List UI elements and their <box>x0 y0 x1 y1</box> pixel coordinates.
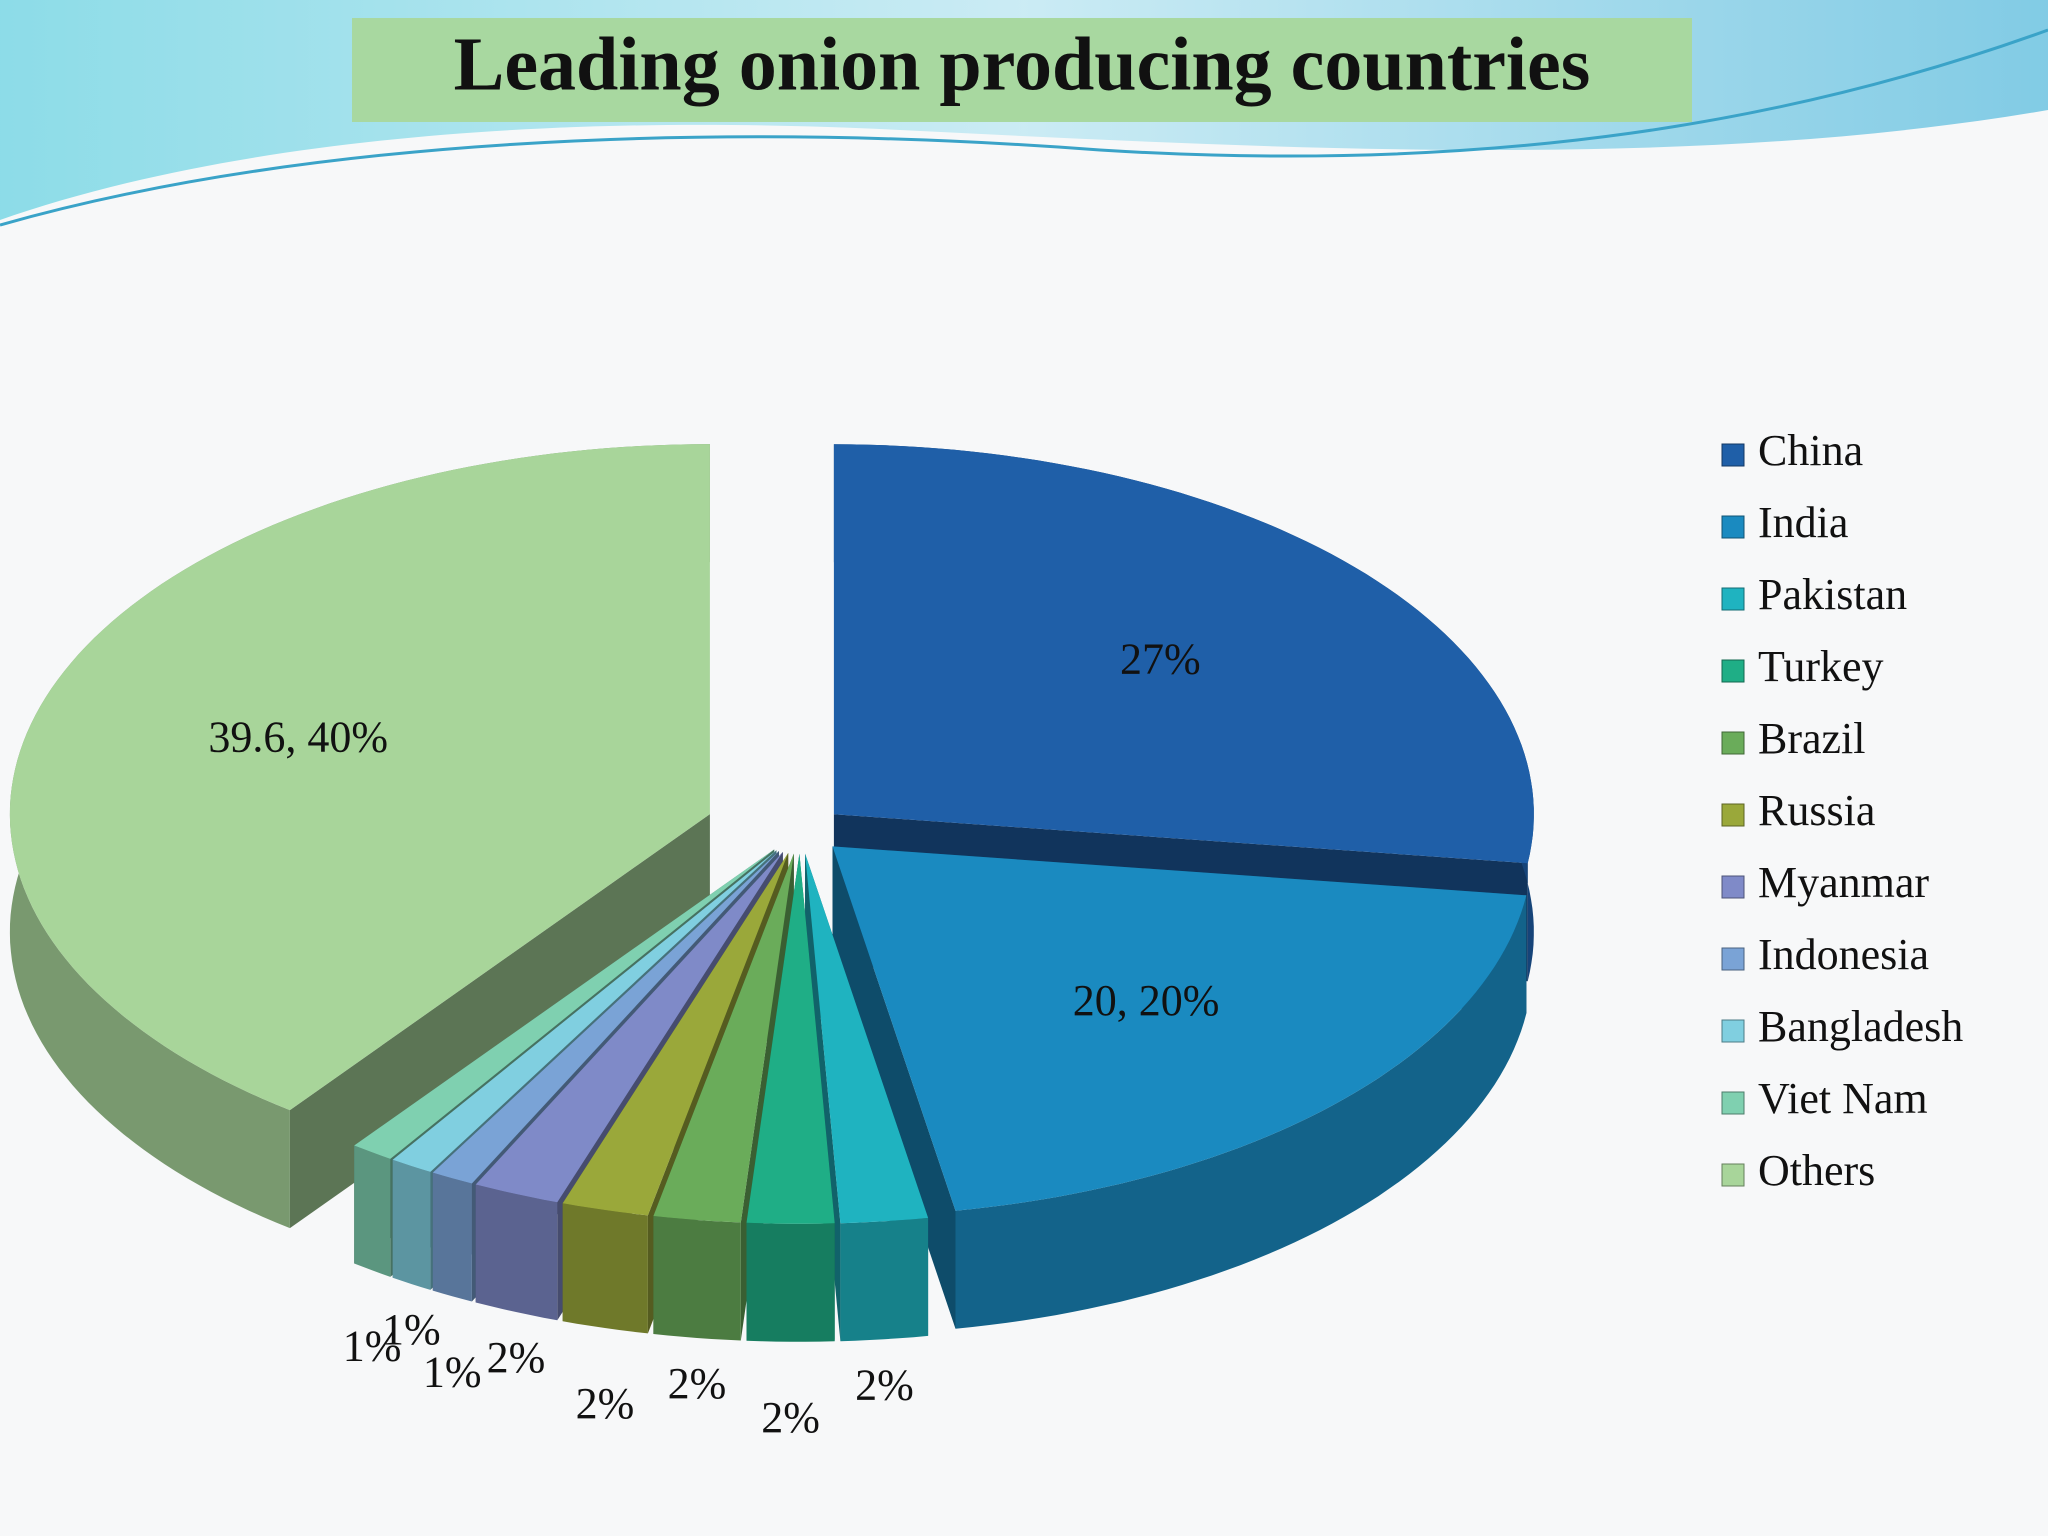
data-label: 2% <box>576 1379 635 1428</box>
data-label: 1% <box>423 1347 482 1396</box>
data-label: 2% <box>668 1359 727 1408</box>
data-label: 20, 20% <box>1073 976 1220 1025</box>
slice <box>9 444 710 1111</box>
legend-swatch <box>1721 1091 1745 1115</box>
legend-swatch <box>1721 731 1745 755</box>
slice <box>746 853 835 1224</box>
legend-swatch <box>1721 875 1745 899</box>
data-label: 39.6, 40% <box>208 713 388 762</box>
slice <box>562 853 789 1216</box>
slice <box>832 846 1527 1211</box>
data-label: 1% <box>382 1305 441 1354</box>
legend-swatch <box>1721 515 1745 539</box>
slice-side <box>392 1159 431 1290</box>
wave-line <box>0 28 2048 227</box>
slice <box>392 850 777 1172</box>
legend-swatch <box>1721 587 1745 611</box>
slice <box>354 849 775 1159</box>
legend-swatch <box>1721 1163 1745 1187</box>
legend: China India Pakistan Turkey Brazil Russia Myan… <box>1721 426 1963 1195</box>
slice-side <box>562 1203 648 1334</box>
legend-label: Viet Nam <box>1758 1074 1928 1123</box>
slice <box>475 852 783 1203</box>
slice <box>432 851 779 1184</box>
slice <box>653 853 794 1223</box>
data-label: 1% <box>343 1321 402 1370</box>
legend-label: China <box>1758 426 1863 475</box>
legend-label: Brazil <box>1758 714 1866 763</box>
slice-side <box>432 1172 472 1302</box>
title-box <box>352 18 1692 122</box>
legend-label: Indonesia <box>1758 930 1929 979</box>
legend-swatch <box>1721 1019 1745 1043</box>
slice-side <box>653 1216 741 1341</box>
slice-side <box>840 1217 929 1342</box>
slice <box>805 853 929 1224</box>
legend-swatch <box>1721 443 1745 467</box>
data-label: 2% <box>855 1360 914 1409</box>
legend-label: Bangladesh <box>1758 1002 1963 1051</box>
slice <box>833 444 1534 864</box>
legend-swatch <box>1721 659 1745 683</box>
slice-side <box>354 1145 391 1277</box>
data-label: 2% <box>761 1393 820 1442</box>
legend-swatch <box>1721 947 1745 971</box>
data-label: 27% <box>1120 634 1201 683</box>
legend-label: Turkey <box>1758 642 1884 691</box>
legend-label: Pakistan <box>1758 570 1907 619</box>
slice-side <box>475 1184 558 1321</box>
slice-side <box>955 895 1527 1329</box>
legend-label: Russia <box>1758 786 1875 835</box>
slice-side <box>746 1222 835 1342</box>
legend-label: Myanmar <box>1758 858 1929 907</box>
legend-swatch <box>1721 803 1745 827</box>
data-label: 2% <box>487 1333 546 1382</box>
pie <box>9 444 1534 1342</box>
legend-label: India <box>1758 498 1848 547</box>
chart-title: Leading onion producing countries <box>454 22 1591 106</box>
legend-label: Others <box>1758 1146 1875 1195</box>
